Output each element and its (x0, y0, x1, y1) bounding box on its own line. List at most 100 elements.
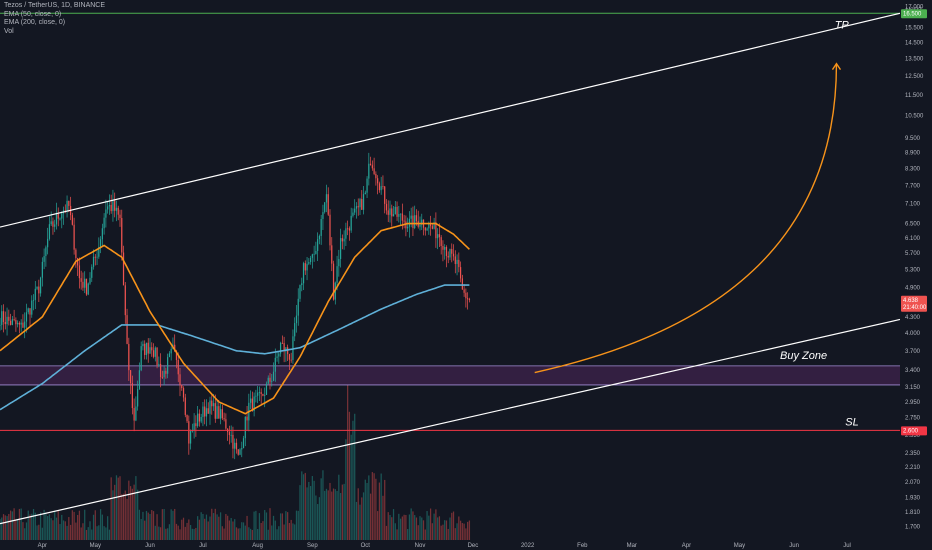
candle-body (94, 256, 96, 258)
candle-body (371, 165, 373, 169)
volume-bar (302, 474, 305, 540)
candle-body (193, 423, 195, 431)
volume-bar (122, 493, 125, 540)
volume-bar (223, 528, 225, 540)
candle-body (34, 288, 36, 300)
candle-body (279, 342, 282, 354)
candle-body (362, 194, 365, 210)
candle-body (117, 207, 119, 215)
candle-body (182, 388, 185, 398)
volume-bar (87, 527, 89, 540)
time-tick-label: Jun (789, 543, 799, 549)
volume-bar (248, 527, 250, 540)
candle-body (103, 217, 105, 229)
candle-body (322, 212, 324, 219)
candle-body (163, 370, 165, 378)
candle-body (408, 218, 411, 227)
candle-body (126, 315, 128, 344)
volume-bar (184, 526, 186, 540)
volume-bar (271, 525, 273, 540)
ema50-legend[interactable]: EMA (50, close, 0) (4, 10, 62, 18)
volume-bar (230, 518, 232, 540)
candle-body (244, 416, 246, 439)
candle-body (75, 249, 77, 259)
candle-body (140, 346, 142, 371)
candle-body (57, 213, 59, 219)
candle-body (0, 324, 1, 326)
volume-bars (0, 384, 471, 540)
price-tick-label: 4.000 (905, 331, 921, 337)
volume-bar (318, 497, 321, 540)
volume-bar (304, 472, 306, 540)
volume-bar (8, 513, 10, 540)
volume-bar (415, 517, 418, 540)
candle-body (272, 371, 275, 381)
volume-bar (440, 525, 442, 540)
volume-bar (444, 520, 446, 540)
candle-body (131, 383, 133, 409)
volume-bar (451, 512, 453, 540)
candle-body (361, 199, 363, 210)
volume-bar (73, 511, 75, 540)
volume-bar (216, 514, 218, 540)
symbol-title[interactable]: Tezos / TetherUS, 1D, BINANCE (4, 2, 106, 9)
candle-body (442, 246, 444, 250)
candle-body (108, 205, 111, 207)
candle-body (251, 398, 253, 412)
candle-body (257, 392, 259, 396)
candle-body (258, 392, 261, 393)
candle-body (211, 400, 213, 407)
volume-bar (96, 526, 98, 540)
current-price-tag-text: 4.638 (903, 298, 919, 304)
price-tick-label: 2.210 (905, 465, 921, 471)
volume-bar (119, 476, 121, 540)
ema200-legend[interactable]: EMA (200, close, 0) (4, 19, 66, 26)
volume-bar (204, 518, 206, 540)
volume-bar (182, 517, 185, 540)
volume-bar (36, 525, 38, 540)
volume-bar (327, 490, 329, 540)
volume-bar (103, 526, 105, 540)
price-tick-label: 8.900 (905, 151, 921, 157)
volume-bar (249, 528, 252, 540)
buy-zone (0, 365, 900, 386)
candle-body (264, 394, 266, 396)
candle-body (394, 206, 396, 215)
volume-bar (315, 495, 317, 540)
volume-bar (264, 510, 266, 540)
candle-body (452, 253, 455, 257)
vol-legend[interactable]: Vol (4, 27, 14, 35)
candle-body (9, 320, 12, 325)
volume-bar (237, 528, 239, 540)
buy-zone-fill (0, 365, 900, 385)
volume-bar (78, 510, 81, 540)
candle-body (209, 400, 211, 414)
candle-body (410, 215, 412, 219)
volume-bar (198, 519, 201, 540)
volume-bar (18, 508, 21, 540)
candle-body (142, 343, 144, 347)
volume-bar (152, 511, 155, 540)
candle-body (304, 263, 306, 271)
volume-bar (189, 525, 192, 540)
volume-bar (295, 510, 298, 540)
time-tick-label: May (734, 543, 745, 549)
candle-body (122, 252, 125, 286)
volume-bar (279, 513, 282, 540)
axes: USDT17.00015.50014.50013.50012.50011.500… (38, 0, 932, 550)
candle-body (318, 235, 321, 240)
volume-bar (297, 510, 299, 540)
candle-body (398, 213, 400, 217)
current-price-tag-bg (901, 295, 927, 312)
candle-body (228, 432, 231, 436)
candle-body (47, 238, 49, 248)
ema50-line (0, 222, 470, 415)
volume-bar (158, 526, 160, 540)
candle-body (31, 300, 33, 315)
candle-body (375, 173, 377, 179)
candle-body (354, 208, 356, 213)
candle-body (184, 397, 186, 415)
volume-bar (468, 520, 471, 540)
